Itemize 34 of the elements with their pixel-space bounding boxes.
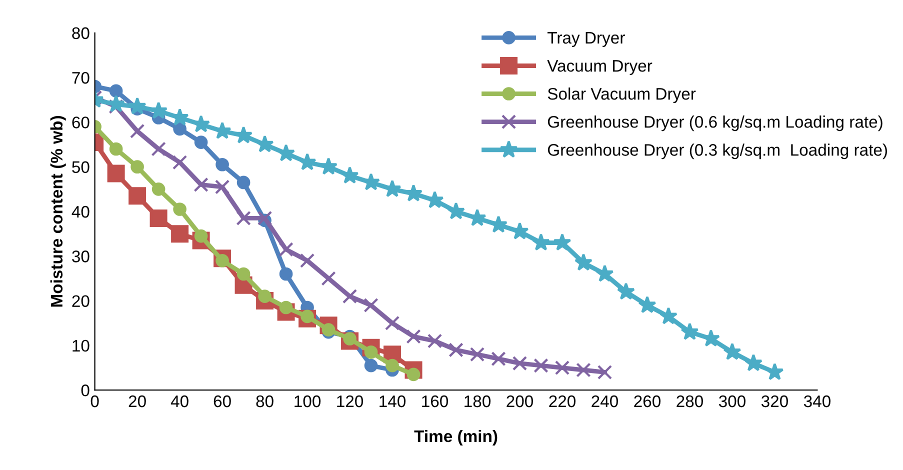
y-tick-label: 50 — [72, 161, 90, 174]
x-tick-label: 300 — [718, 395, 746, 408]
y-tick-label: 40 — [72, 206, 90, 218]
x-tick-label: 200 — [506, 395, 534, 408]
x-tick-label: 40 — [170, 395, 188, 408]
x-tick-label: 120 — [337, 395, 364, 408]
x-tick-label: 100 — [294, 395, 321, 408]
legend-label: Tray Dryer — [547, 32, 625, 47]
x-tick-label: 80 — [256, 395, 274, 408]
y-tick-label: 60 — [72, 116, 90, 128]
x-tick-label: 160 — [422, 395, 448, 408]
legend-label: Greenhouse Dryer (0.3 kg/sq.m Loading rate) — [548, 144, 887, 160]
legend-label: Solar Vacuum Dryer — [548, 88, 696, 104]
x-tick-label: 240 — [592, 395, 618, 408]
legend-label: Vacuum Dryer — [547, 60, 652, 76]
y-tick-label: 0 — [81, 384, 90, 396]
x-tick-label: 20 — [128, 395, 146, 408]
x-tick-label: 60 — [214, 395, 231, 408]
y-tick-label: 70 — [72, 72, 90, 84]
y-tick-label: 80 — [72, 27, 90, 40]
x-axis-title: Time (min) — [414, 430, 498, 446]
y-tick-label: 10 — [72, 340, 90, 352]
x-tick-label: 0 — [90, 395, 99, 408]
y-tick-label: 30 — [72, 250, 90, 262]
x-tick-label: 140 — [380, 395, 406, 408]
legend-label: Greenhouse Dryer (0.6 kg/sq.m Loading rate) — [548, 116, 882, 132]
y-tick-label: 20 — [72, 295, 90, 308]
x-tick-label: 220 — [549, 395, 576, 408]
x-tick-label: 260 — [634, 395, 660, 408]
x-tick-label: 320 — [761, 395, 788, 408]
x-tick-label: 340 — [804, 395, 830, 408]
x-tick-label: 180 — [464, 395, 491, 408]
x-tick-label: 280 — [676, 395, 703, 408]
y-axis-title: Moisture content (% wb) — [50, 116, 66, 307]
